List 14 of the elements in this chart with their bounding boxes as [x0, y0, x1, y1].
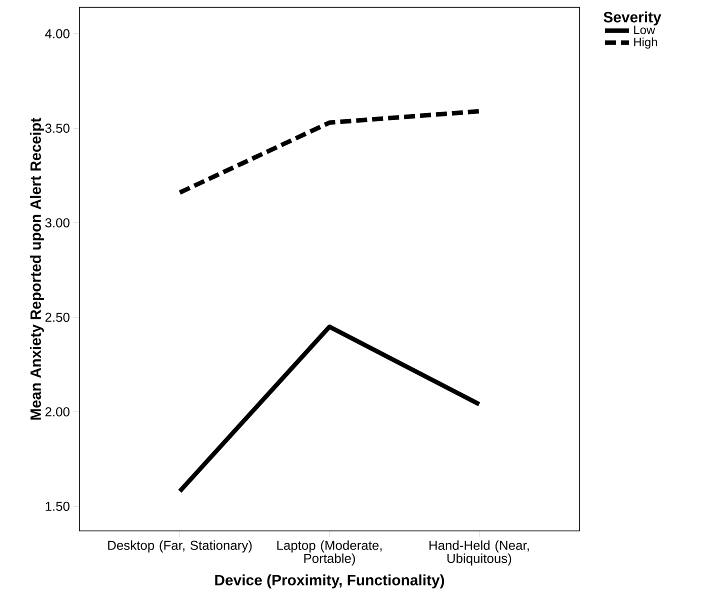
- y-tick-label: 4.00: [45, 29, 70, 38]
- y-tick-label: 2.50: [45, 312, 70, 322]
- y-tick-label: 1.50: [46, 502, 70, 511]
- x-tick-label: Desktop (Far, Stationary): [108, 540, 252, 552]
- y-tick-label: 3.50: [45, 124, 70, 133]
- x-axis-title: Device (Proximity, Functionality): [215, 574, 444, 588]
- y-axis-title: Mean Anxiety Reported upon Alert Receipt: [30, 118, 44, 420]
- legend-title: Severity: [604, 11, 662, 26]
- legend-label: High: [634, 38, 657, 49]
- legend-label: Low: [634, 26, 656, 34]
- x-tick-label: Hand-Held (Near, Ubiquitous): [430, 540, 529, 566]
- y-tick-label: 3.00: [45, 218, 70, 228]
- y-tick-label: 2.00: [45, 407, 70, 416]
- x-tick-label: Laptop (Moderate, Portable): [277, 540, 382, 566]
